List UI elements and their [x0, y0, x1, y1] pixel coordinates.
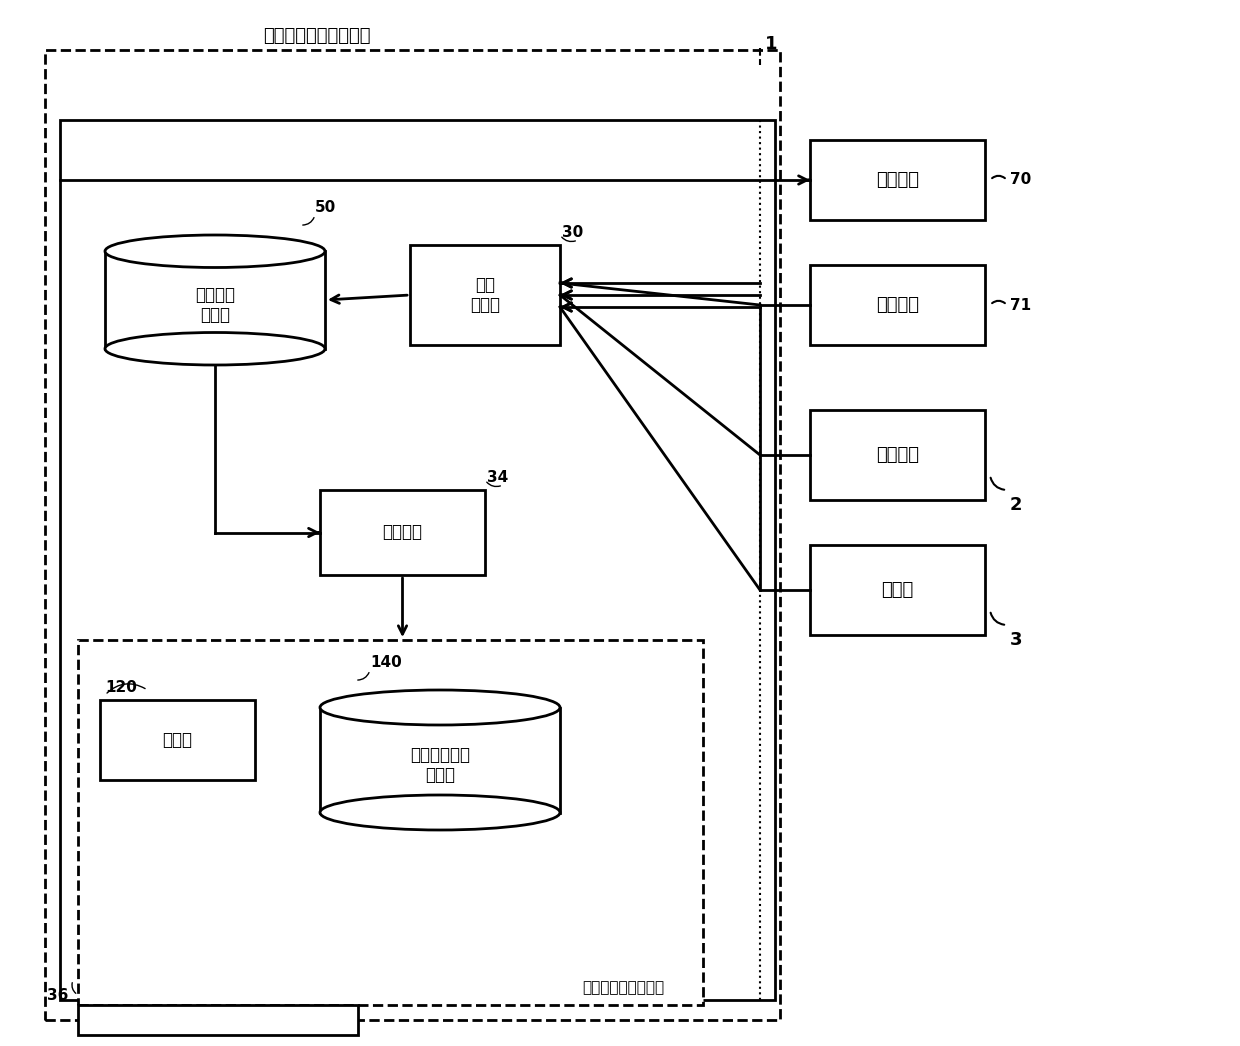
Bar [100, 700, 255, 780]
Text: 输入装置: 输入装置 [875, 296, 919, 314]
Bar [320, 707, 560, 813]
Text: 取得数据
存储部: 取得数据 存储部 [195, 286, 236, 324]
Bar [810, 410, 985, 500]
Text: 正常振动数据
存储部: 正常振动数据 存储部 [410, 746, 470, 784]
Text: 刀具安装异常检测部: 刀具安装异常检测部 [582, 980, 665, 995]
Text: 120: 120 [105, 680, 136, 695]
Text: 30: 30 [562, 225, 583, 240]
Text: 传感器: 传感器 [882, 581, 914, 599]
Bar [320, 490, 485, 575]
Ellipse shape [105, 235, 325, 268]
Text: 显示装置: 显示装置 [875, 170, 919, 189]
Text: 34: 34 [487, 470, 508, 485]
Ellipse shape [105, 333, 325, 365]
Ellipse shape [320, 795, 560, 829]
Text: 71: 71 [1011, 297, 1032, 313]
Text: 推定部: 推定部 [162, 731, 192, 749]
Ellipse shape [320, 690, 560, 725]
Bar [78, 640, 703, 1005]
Text: 3: 3 [1011, 631, 1023, 649]
Text: 1: 1 [765, 35, 777, 53]
Text: 刀具安装异常检测装置: 刀具安装异常检测装置 [263, 27, 371, 45]
Text: 36: 36 [47, 987, 68, 1002]
Bar [810, 140, 985, 220]
Text: 70: 70 [1011, 173, 1032, 187]
Bar [60, 120, 775, 1000]
Bar [810, 265, 985, 345]
Bar [105, 251, 325, 348]
Text: 2: 2 [1011, 496, 1023, 514]
Bar [410, 245, 560, 345]
Text: 140: 140 [370, 655, 402, 670]
Text: 预处理部: 预处理部 [382, 523, 423, 542]
Text: 50: 50 [315, 200, 336, 215]
Text: 数据
取得部: 数据 取得部 [470, 275, 500, 315]
Bar [810, 545, 985, 635]
Text: 加工中心: 加工中心 [875, 446, 919, 464]
Bar [78, 1005, 358, 1034]
Bar [45, 50, 780, 1020]
